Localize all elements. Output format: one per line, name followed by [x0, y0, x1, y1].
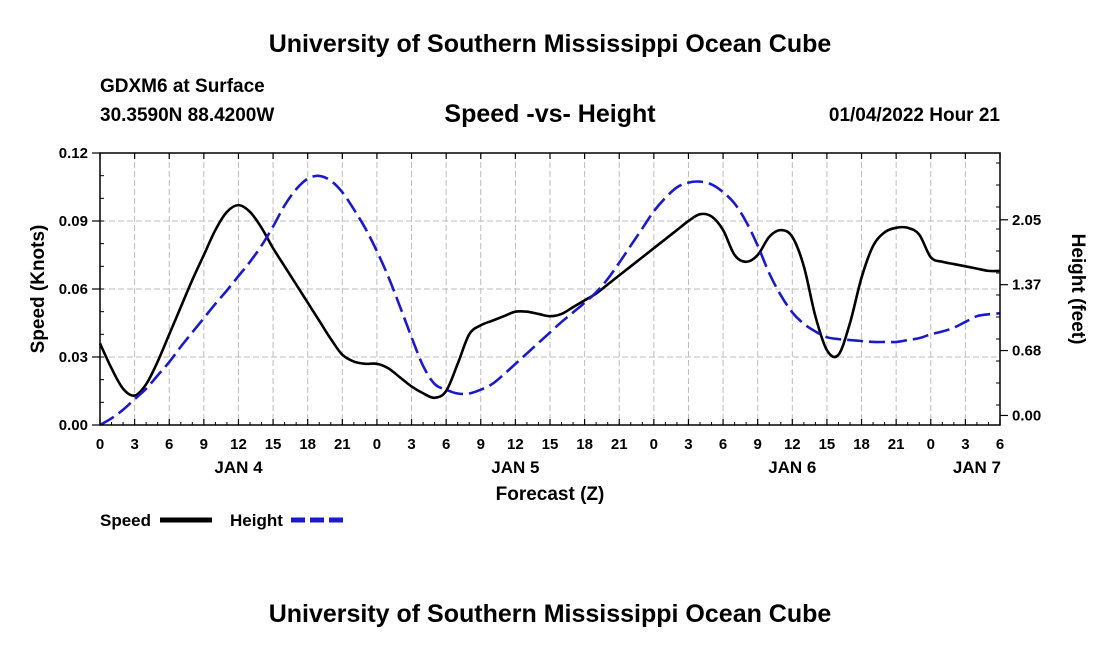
y2-tick-label: 0.00 — [1012, 407, 1041, 424]
y2-tick-label: 2.05 — [1012, 212, 1041, 229]
legend-label-speed: Speed — [100, 511, 151, 530]
x-tick-label: 0 — [373, 436, 381, 453]
x-tick-label: 18 — [576, 436, 593, 453]
y2-axis-label: Height (feet) — [1067, 234, 1088, 345]
x-tick-label: 9 — [477, 436, 485, 453]
x-tick-label: 3 — [684, 436, 692, 453]
x-tick-label: 6 — [165, 436, 173, 453]
date-label: JAN 6 — [768, 458, 816, 477]
x-tick-label: 6 — [442, 436, 450, 453]
y-tick-label: 0.06 — [59, 281, 88, 298]
x-tick-label: 21 — [611, 436, 628, 453]
x-tick-label: 15 — [542, 436, 559, 453]
coordinates-label: 30.3590N 88.4200W — [100, 105, 275, 126]
x-tick-label: 12 — [230, 436, 247, 453]
axes: 0 3 6 9 12 15 18 21 0 3 6 9 12 15 18 21 0 3 6 9 12 15 18 21 0 3 6 J… — [59, 145, 1041, 477]
grid — [100, 152, 1000, 425]
x-tick-label: 15 — [265, 436, 282, 453]
forecast-datetime: 01/04/2022 Hour 21 — [828, 105, 1000, 126]
date-label: JAN 7 — [953, 458, 1001, 477]
footer-title: University of Southern Mississippi Ocean… — [268, 600, 832, 628]
x-tick-label: 21 — [888, 436, 905, 453]
y-tick-label: 0.03 — [59, 349, 88, 366]
chart-subtitle: Speed -vs- Height — [444, 100, 656, 128]
date-label: JAN 5 — [491, 458, 539, 477]
x-tick-label: 0 — [96, 436, 104, 453]
y-tick-label: 0.09 — [59, 213, 88, 230]
x-tick-label: 12 — [784, 436, 801, 453]
x-tick-label: 9 — [200, 436, 208, 453]
x-tick-label: 18 — [299, 436, 316, 453]
x-tick-label: 9 — [754, 436, 762, 453]
y2-tick-label: 1.37 — [1012, 277, 1041, 294]
x-tick-label: 3 — [961, 436, 969, 453]
station-label: GDXM6 at Surface — [100, 76, 265, 97]
page-title: University of Southern Mississippi Ocean… — [268, 30, 832, 58]
x-axis-label: Forecast (Z) — [496, 484, 605, 505]
y2-tick-label: 0.68 — [1012, 343, 1041, 360]
x-tick-label: 15 — [819, 436, 836, 453]
x-tick-label: 6 — [996, 436, 1004, 453]
x-tick-label: 3 — [407, 436, 415, 453]
y-tick-label: 0.12 — [59, 145, 88, 162]
x-tick-label: 0 — [650, 436, 658, 453]
legend-label-height: Height — [230, 511, 283, 530]
legend: Speed Height — [100, 511, 343, 530]
series-lines — [98, 174, 1001, 427]
x-tick-label: 0 — [927, 436, 935, 453]
x-tick-label: 18 — [853, 436, 870, 453]
series-line-height — [99, 174, 1001, 427]
x-tick-label: 6 — [719, 436, 727, 453]
y-tick-label: 0.00 — [59, 417, 88, 434]
date-label: JAN 4 — [214, 458, 263, 477]
y-axis-label: Speed (Knots) — [28, 225, 49, 354]
x-tick-label: 21 — [334, 436, 351, 453]
x-tick-label: 3 — [130, 436, 138, 453]
series-line-speed — [98, 203, 1001, 400]
x-tick-label: 12 — [507, 436, 524, 453]
